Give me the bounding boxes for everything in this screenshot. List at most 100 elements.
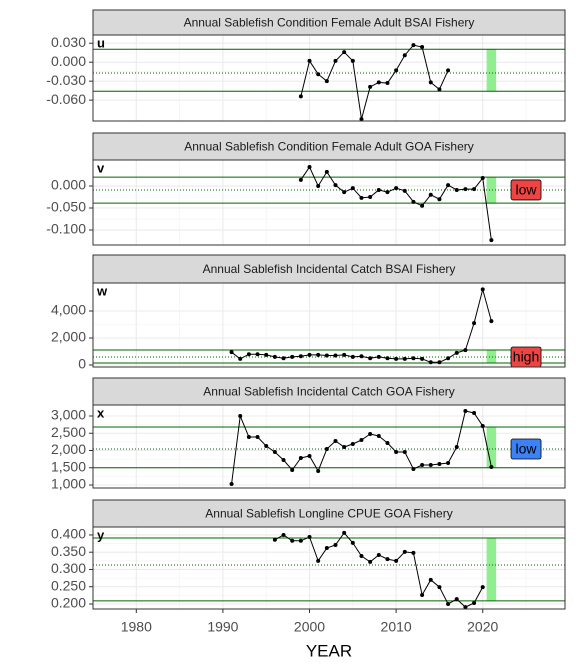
y-tick-label: 2,000 — [51, 441, 86, 457]
point — [316, 183, 321, 188]
point — [368, 194, 373, 199]
point — [385, 356, 390, 361]
point — [428, 577, 433, 582]
y-tick-label: -0.100 — [46, 221, 86, 237]
point — [420, 593, 425, 598]
point — [437, 360, 442, 365]
point — [359, 195, 364, 200]
point — [428, 192, 433, 197]
point — [316, 468, 321, 473]
strip — [92, 9, 566, 36]
point — [246, 352, 251, 357]
strip — [92, 132, 566, 161]
point — [307, 535, 312, 540]
point — [272, 449, 277, 454]
point — [385, 81, 390, 86]
point — [402, 549, 407, 554]
point — [350, 354, 355, 359]
point — [446, 183, 451, 188]
point — [272, 354, 277, 359]
point — [437, 197, 442, 202]
point — [246, 435, 251, 440]
point — [368, 432, 373, 437]
point — [489, 319, 494, 324]
point — [463, 605, 468, 610]
point — [376, 552, 381, 557]
panel-title: Annual Sablefish Incidental Catch BSAI F… — [203, 262, 456, 276]
point — [298, 455, 303, 460]
point — [238, 414, 243, 419]
point — [463, 348, 468, 353]
point — [342, 352, 347, 357]
x-tick-label: 2020 — [467, 619, 498, 635]
point — [316, 558, 321, 563]
point — [480, 176, 485, 181]
y-tick-label: 0.300 — [51, 560, 86, 576]
point — [472, 187, 477, 192]
point — [402, 188, 407, 193]
point — [402, 449, 407, 454]
point — [272, 537, 277, 542]
point — [342, 530, 347, 535]
panel-letter: u — [97, 35, 105, 50]
y-tick-label: 0.400 — [51, 526, 86, 542]
y-tick-label: -0.060 — [46, 91, 86, 107]
x-axis-label: YEAR — [306, 641, 352, 660]
x-tick-label: 1980 — [121, 619, 152, 635]
point — [411, 356, 416, 361]
point — [307, 165, 312, 170]
point — [420, 203, 425, 208]
highlight-band — [486, 177, 497, 204]
y-tick-label: 0.000 — [51, 53, 86, 69]
point — [472, 600, 477, 605]
point — [394, 186, 399, 191]
point — [342, 445, 347, 450]
point — [350, 441, 355, 446]
y-tick-label: 0.200 — [51, 595, 86, 611]
point — [342, 190, 347, 195]
point — [402, 356, 407, 361]
point — [411, 43, 416, 48]
y-tick-label: 1,500 — [51, 458, 86, 474]
highlight-band — [486, 49, 497, 92]
strip — [92, 499, 566, 528]
point — [350, 186, 355, 191]
point — [446, 601, 451, 606]
plot-background — [93, 283, 565, 367]
y-tick-label: -0.030 — [46, 72, 86, 88]
point — [463, 187, 468, 192]
point — [350, 58, 355, 63]
point — [255, 352, 260, 357]
panel-letter: w — [96, 283, 108, 298]
x-tick-label: 2010 — [381, 619, 412, 635]
point — [307, 352, 312, 357]
point — [420, 356, 425, 361]
point — [333, 542, 338, 547]
point — [420, 462, 425, 467]
point — [324, 447, 329, 452]
point — [324, 169, 329, 174]
point — [350, 540, 355, 545]
status-box — [510, 438, 542, 460]
point — [307, 453, 312, 458]
point — [316, 72, 321, 77]
point — [394, 68, 399, 73]
status-label: low — [516, 441, 538, 457]
strip — [92, 377, 566, 406]
highlight-band — [486, 427, 497, 468]
point — [480, 585, 485, 590]
panel-letter: v — [97, 160, 105, 175]
y-tick-label: 3,000 — [51, 407, 86, 423]
point — [480, 287, 485, 292]
y-tick-label: 1,000 — [51, 476, 86, 492]
point — [238, 356, 243, 361]
point — [446, 356, 451, 361]
point — [489, 464, 494, 469]
point — [463, 409, 468, 414]
point — [342, 50, 347, 55]
y-tick-label: 0 — [78, 356, 86, 372]
y-tick-label: 4,000 — [51, 302, 86, 318]
strip — [92, 254, 566, 284]
point — [333, 183, 338, 188]
point — [281, 457, 286, 462]
